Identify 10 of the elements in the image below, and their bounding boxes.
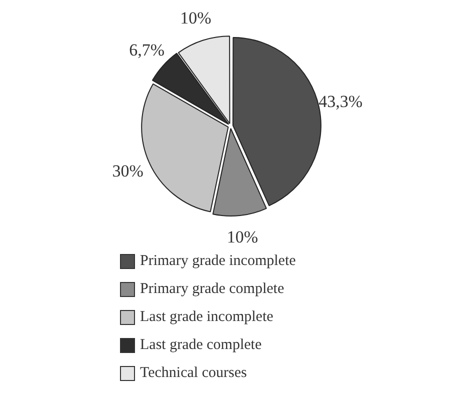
data-label: 43,3% — [318, 92, 362, 111]
legend-label: Primary grade complete — [140, 280, 284, 298]
data-label: 30% — [112, 161, 144, 180]
data-label: 10% — [180, 8, 212, 28]
legend-label: Primary grade incomplete — [140, 252, 296, 270]
data-label: 10% — [226, 227, 258, 246]
data-label: 6,7% — [129, 40, 165, 60]
legend-label: Last grade complete — [140, 336, 262, 354]
legend-label: Technical courses — [140, 364, 247, 382]
legend-label: Last grade incomplete — [140, 308, 274, 326]
